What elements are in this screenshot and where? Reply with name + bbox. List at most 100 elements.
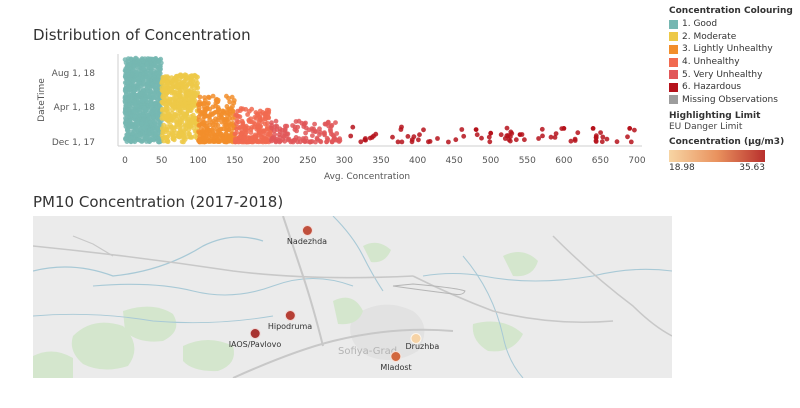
data-point	[548, 134, 554, 140]
data-point	[210, 93, 216, 99]
data-point	[269, 125, 275, 131]
data-point	[215, 99, 220, 105]
station-dot[interactable]	[390, 351, 402, 362]
data-point	[251, 124, 257, 130]
data-point	[171, 96, 177, 102]
data-point	[399, 124, 404, 130]
legend-item[interactable]: 1. Good	[669, 18, 797, 31]
outlier-points	[473, 126, 633, 137]
data-point	[311, 126, 316, 132]
station-mladost[interactable]: Mladost	[380, 351, 412, 372]
data-point	[395, 139, 401, 145]
data-point	[593, 135, 599, 140]
axes: 0 50 100 150 200 250 300 350 400 450 500 550 600 650 7…	[52, 54, 646, 166]
data-point	[171, 100, 177, 106]
data-point	[181, 135, 187, 141]
x-tick-label: 600	[555, 156, 572, 166]
data-point	[474, 132, 480, 138]
data-point	[191, 73, 197, 79]
data-point	[151, 75, 157, 81]
data-point	[192, 81, 197, 87]
data-point	[137, 91, 143, 97]
station-label: Mladost	[380, 363, 412, 372]
data-point	[227, 115, 233, 121]
data-point	[153, 134, 159, 140]
y-tick-label: Apr 1, 18	[54, 103, 96, 113]
data-point	[230, 103, 235, 109]
data-point	[189, 117, 195, 122]
data-point	[134, 70, 140, 76]
data-point	[128, 129, 134, 135]
data-point	[184, 83, 189, 89]
legend-item[interactable]: 2. Moderate	[669, 31, 797, 44]
x-tick-label: 100	[190, 156, 207, 166]
station-iaos-pavlovo[interactable]: IAOS/Pavlovo	[229, 328, 281, 349]
station-dot[interactable]	[301, 225, 313, 236]
data-point	[405, 134, 411, 139]
data-point	[363, 136, 368, 141]
data-point	[219, 114, 224, 120]
x-axis-title: Avg. Concentration	[324, 172, 410, 182]
data-point	[206, 95, 212, 101]
data-point	[632, 127, 637, 133]
data-point	[184, 90, 189, 96]
station-hipodruma[interactable]: Hipodruma	[268, 310, 312, 331]
station-nadezhda[interactable]: Nadezhda	[287, 225, 327, 246]
data-point	[164, 139, 170, 144]
data-point	[553, 131, 559, 136]
legend-item[interactable]: Missing Observations	[669, 94, 797, 107]
data-point	[142, 126, 148, 132]
data-point	[227, 99, 233, 105]
data-point	[157, 63, 163, 69]
scatter-chart[interactable]: 0 50 100 150 200 250 300 350 400 450 500 550 600 650 7…	[0, 50, 660, 186]
data-point	[174, 83, 180, 89]
legend-item[interactable]: 6. Hazardous	[669, 81, 797, 94]
data-point	[182, 78, 188, 84]
data-point	[329, 139, 335, 145]
legend-item[interactable]: 3. Lightly Unhealthy	[669, 43, 797, 56]
data-point	[293, 119, 299, 124]
station-label: Hipodruma	[267, 322, 313, 331]
x-tick-label: 350	[372, 156, 389, 166]
data-point	[174, 74, 180, 80]
data-point	[213, 103, 219, 109]
data-point	[192, 102, 197, 108]
legend-item[interactable]: 4. Unhealthy	[669, 56, 797, 69]
legend-swatch	[669, 95, 678, 105]
data-point	[154, 96, 160, 101]
data-point	[164, 124, 170, 129]
data-point	[575, 130, 581, 136]
data-point	[147, 135, 152, 140]
data-point	[124, 64, 130, 69]
station-map[interactable]: Sofiya-Grad Nadezhda Hipodruma IAOS/Pavl…	[33, 216, 672, 378]
data-point	[321, 131, 327, 137]
data-point	[179, 139, 185, 145]
data-point	[264, 126, 270, 131]
data-point	[156, 59, 161, 65]
data-point	[539, 126, 545, 132]
data-point	[195, 85, 201, 91]
data-point	[144, 61, 150, 67]
data-point	[159, 115, 165, 121]
gradient-min: 18.98	[669, 163, 695, 174]
data-point	[131, 78, 137, 84]
legend-label: 6. Hazardous	[682, 82, 742, 93]
data-point	[164, 79, 170, 85]
data-point	[153, 130, 159, 136]
station-dot[interactable]	[249, 328, 261, 339]
data-point	[426, 139, 431, 145]
data-point	[150, 112, 156, 117]
data-point	[239, 130, 244, 136]
data-point	[435, 136, 440, 141]
station-dot[interactable]	[284, 310, 296, 321]
station-druzhba[interactable]: Druzhba	[406, 333, 439, 351]
data-point	[164, 134, 170, 140]
data-point	[197, 94, 203, 100]
station-dot[interactable]	[410, 333, 422, 344]
data-point	[192, 129, 198, 134]
data-point	[232, 131, 238, 137]
data-point	[123, 111, 128, 117]
highlight-value[interactable]: EU Danger Limit	[669, 122, 743, 133]
legend-item[interactable]: 5. Very Unhealthy	[669, 68, 797, 81]
data-point	[132, 113, 138, 119]
